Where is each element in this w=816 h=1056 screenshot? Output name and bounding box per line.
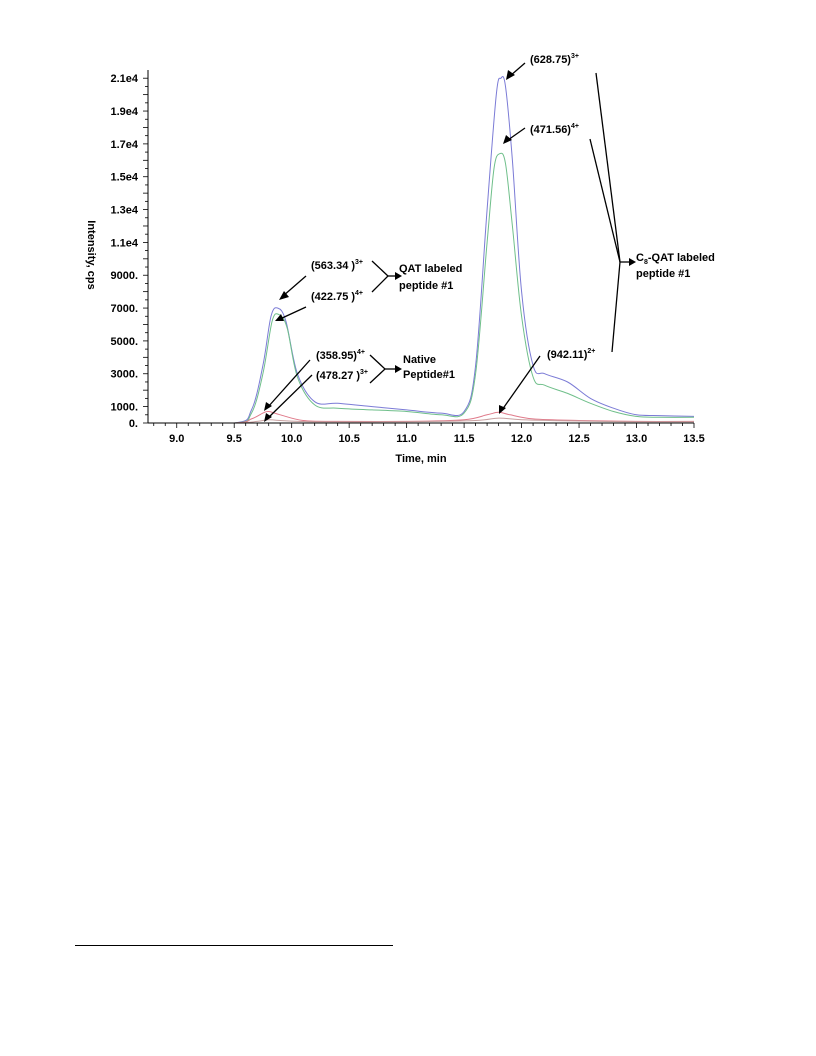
y-axis-label: Intensity, cps [85,220,97,289]
y-tick-label: 3000. [110,369,138,381]
label-qat-peptide: peptide #1 [399,280,453,292]
label-942-11: (942.11)2+ [547,348,595,361]
label-563-34: (563.34 )3+ [311,259,363,272]
y-tick-label: 5000. [110,336,138,348]
label-358-95: (358.95)4+ [316,349,365,362]
label-628-75: (628.75)3+ [530,53,579,66]
x-tick-label: 10.5 [338,433,359,445]
x-axis-label: Time, min [395,453,446,465]
y-tick-label: 9000. [110,270,138,282]
x-tick-label: 11.5 [454,433,475,445]
x-tick-label: 9.5 [227,433,242,445]
y-tick-label: 1.9e4 [110,106,138,118]
y-tick-label: 1.1e4 [110,237,138,249]
label-c8-peptide: peptide #1 [636,268,690,280]
y-tick-label: 2.1e4 [110,73,138,85]
annotation-arrowheads [264,70,636,422]
label-c8-qat-labeled: C8-QAT labeled [636,252,715,266]
label-native-peptide: Peptide#1 [403,369,455,381]
y-tick-label: 0. [129,418,138,430]
footnote-rule [75,945,393,946]
y-tick-label: 1000. [110,402,138,414]
x-tick-label: 13.5 [683,433,704,445]
y-tick-label: 1.3e4 [110,205,138,217]
y-tick-label: 1.7e4 [110,139,138,151]
label-478-27: (478.27 )3+ [316,369,368,382]
x-tick-label: 12.5 [568,433,589,445]
series-line-1 [148,76,695,424]
series-line-4 [148,417,695,424]
x-tick-label: 13.0 [626,433,647,445]
chromatogram-chart: 9.0 9.5 10.0 10.5 11.0 11.5 12.0 12.5 13.0 13.5 0… [85,53,715,465]
x-tick-label: 12.0 [511,433,532,445]
x-tick-label: 11.0 [396,433,417,445]
series-lines [148,76,695,424]
label-native: Native [403,354,436,366]
y-tick-label: 7000. [110,303,138,315]
label-qat-labeled: QAT labeled [399,263,462,275]
x-tick-label: 9.0 [169,433,184,445]
y-tick-label: 1.5e4 [110,172,138,184]
annotation-arrows [267,62,630,419]
series-line-2 [148,152,695,424]
x-tick-label: 10.0 [281,433,302,445]
label-422-75: (422.75 )4+ [311,290,363,303]
label-471-56: (471.56)4+ [530,123,579,136]
